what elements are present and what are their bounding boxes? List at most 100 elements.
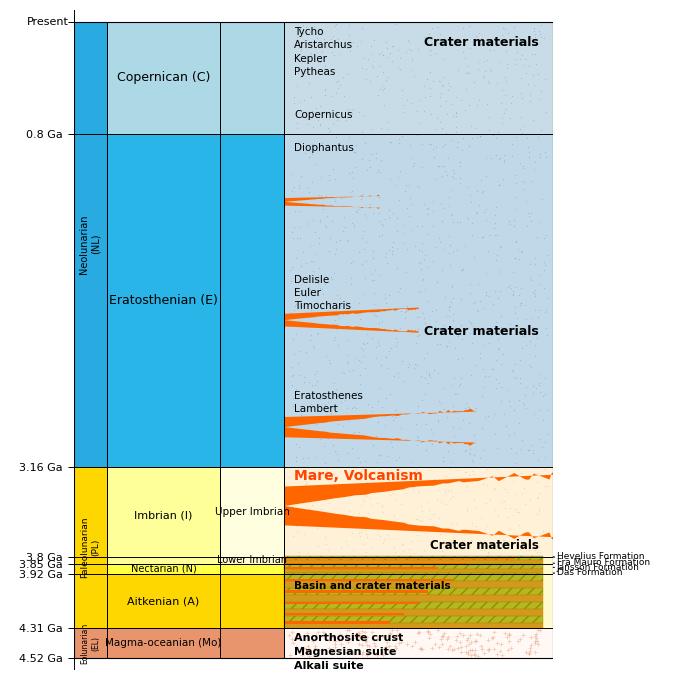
Point — [451, 635, 462, 646]
Point — [499, 90, 510, 101]
Point — [340, 221, 351, 233]
Point — [314, 282, 326, 293]
Point — [404, 179, 415, 190]
Point — [346, 217, 358, 228]
Point — [444, 80, 456, 91]
Point — [516, 246, 527, 257]
Point — [398, 220, 409, 231]
Point — [432, 21, 443, 32]
Point — [449, 430, 460, 441]
Point — [287, 185, 298, 196]
Point — [395, 52, 406, 63]
Point — [431, 339, 442, 350]
Point — [456, 320, 467, 331]
Point — [288, 305, 300, 316]
Point — [505, 642, 517, 653]
Point — [360, 636, 372, 647]
Point — [312, 329, 323, 340]
Point — [377, 538, 388, 549]
Point — [377, 80, 388, 91]
Point — [508, 214, 519, 225]
Point — [290, 328, 301, 339]
Point — [529, 635, 540, 647]
Point — [411, 221, 422, 232]
Point — [341, 629, 352, 640]
Point — [301, 183, 312, 194]
Point — [389, 546, 400, 558]
Point — [383, 212, 394, 223]
Point — [540, 481, 551, 492]
Point — [288, 638, 299, 649]
Point — [491, 255, 502, 266]
Point — [436, 639, 447, 650]
Point — [439, 165, 450, 176]
Point — [309, 643, 321, 654]
Text: Crater materials: Crater materials — [430, 539, 538, 552]
Point — [324, 106, 335, 117]
Point — [494, 241, 505, 252]
Point — [328, 31, 339, 42]
Point — [443, 230, 454, 241]
Point — [328, 268, 339, 279]
Point — [428, 221, 439, 232]
Point — [293, 221, 304, 233]
Point — [533, 312, 544, 323]
Point — [415, 370, 426, 381]
Point — [351, 388, 362, 399]
Point — [526, 48, 538, 59]
Point — [297, 301, 308, 312]
Point — [302, 113, 314, 124]
Point — [497, 348, 508, 359]
Point — [437, 170, 448, 181]
Point — [356, 153, 368, 164]
Point — [302, 548, 314, 559]
Point — [529, 351, 540, 362]
Point — [495, 35, 506, 46]
Point — [528, 163, 540, 174]
Point — [290, 298, 302, 309]
Point — [329, 402, 340, 413]
Point — [530, 253, 541, 264]
Point — [528, 467, 539, 478]
Point — [489, 644, 500, 655]
Point — [354, 530, 365, 541]
Point — [468, 252, 480, 263]
Point — [293, 345, 304, 356]
Point — [309, 249, 320, 260]
Point — [524, 643, 536, 654]
Point — [298, 376, 309, 387]
Point — [473, 651, 484, 662]
Point — [312, 28, 323, 39]
Point — [314, 137, 325, 148]
Point — [304, 426, 316, 437]
Point — [463, 469, 474, 480]
Point — [502, 62, 513, 73]
Point — [352, 453, 363, 464]
Point — [300, 477, 311, 489]
Point — [528, 26, 539, 37]
Point — [330, 19, 342, 30]
Point — [310, 390, 321, 401]
Point — [481, 480, 492, 491]
Point — [448, 406, 459, 417]
Point — [335, 541, 346, 552]
Point — [302, 118, 313, 129]
Point — [319, 61, 330, 72]
Point — [307, 215, 318, 226]
Point — [470, 207, 482, 218]
Point — [519, 53, 530, 64]
Point — [479, 382, 490, 393]
Point — [337, 421, 349, 432]
Point — [398, 106, 409, 117]
Point — [468, 469, 480, 480]
Point — [511, 177, 522, 188]
Point — [528, 408, 540, 420]
Point — [381, 247, 392, 258]
Point — [511, 458, 522, 469]
Point — [486, 152, 497, 164]
Point — [410, 636, 421, 647]
Point — [511, 131, 522, 142]
Point — [450, 111, 461, 122]
Point — [426, 438, 438, 449]
Point — [454, 636, 466, 647]
